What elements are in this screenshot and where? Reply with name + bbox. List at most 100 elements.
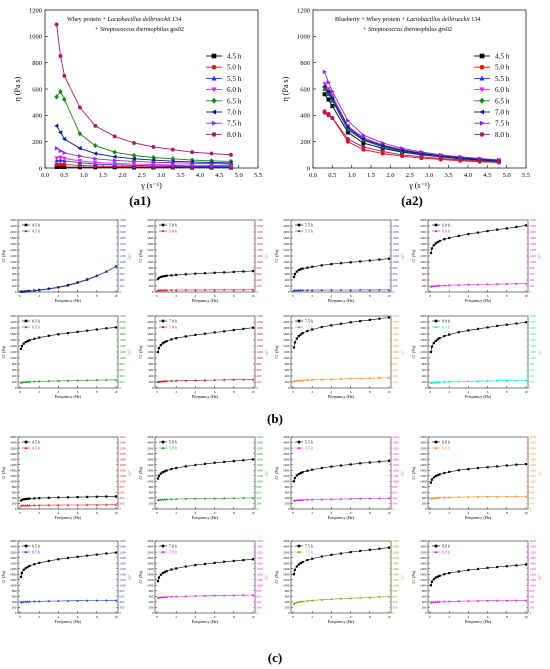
- y-tick-label: 600: [149, 595, 154, 599]
- legend-marker: [297, 446, 301, 450]
- annotation-span: Streptococcus thermophilus: [368, 26, 437, 33]
- g-prime-point: [223, 560, 226, 563]
- g-prime-point: [297, 335, 300, 338]
- data-point: [132, 159, 137, 164]
- y-tick-label: 2000: [420, 556, 427, 560]
- g-prime-point: [306, 329, 309, 333]
- g-prime-point: [429, 481, 433, 484]
- g-prime-point: [486, 326, 489, 329]
- y2-tick-label: 1600: [393, 463, 400, 467]
- x-tick-label: 5.0: [235, 172, 243, 179]
- data-point: [322, 69, 328, 75]
- y2-tick-label: 1800: [393, 236, 400, 240]
- data-point: [92, 151, 98, 156]
- g-double-prime-point: [170, 497, 173, 501]
- y-tick-label: 600: [285, 368, 290, 372]
- legend-marker: [24, 544, 28, 548]
- y2-tick-label: 1800: [120, 332, 127, 336]
- x-tick-label: 2: [175, 615, 177, 619]
- g-double-prime-point: [447, 600, 451, 603]
- x-tick-label: 4: [331, 294, 333, 298]
- g-prime-point: [165, 340, 168, 343]
- g-prime-point: [157, 347, 161, 350]
- g-double-prime-point: [432, 600, 436, 603]
- y2-tick-label: 2200: [530, 550, 537, 554]
- y-axis-label: G′ (Pa): [1, 345, 6, 358]
- y-tick-label: 400: [12, 600, 17, 604]
- y-tick-label: 800: [285, 266, 290, 270]
- legend-label: 4.5 h: [32, 439, 40, 444]
- y-tick-label: 1800: [420, 236, 427, 240]
- y2-tick-label: 200: [393, 606, 398, 610]
- g-prime-line: [20, 266, 117, 293]
- x-tick-label: 3.5: [176, 172, 184, 179]
- x-tick-label: 2: [448, 294, 450, 298]
- x-tick-label: 2.5: [138, 172, 146, 179]
- y-tick-label: 400: [12, 278, 17, 282]
- g-prime-point: [292, 573, 296, 576]
- g-double-prime-point: [66, 599, 70, 602]
- g-prime-point: [457, 331, 460, 334]
- y2-tick-label: 1800: [257, 561, 264, 565]
- g-double-prime-point: [301, 600, 304, 603]
- legend-label: 7.0 h: [227, 109, 242, 117]
- y2-tick-label: 1200: [120, 578, 127, 582]
- g-double-prime-point: [20, 600, 24, 603]
- y2-tick-label: 1000: [393, 356, 400, 360]
- g-double-prime-point: [438, 380, 441, 384]
- x-tick-label: 6: [487, 511, 489, 515]
- g-double-prime-point: [299, 498, 302, 501]
- x-tick-label: 2: [175, 511, 177, 515]
- g-prime-point: [47, 559, 50, 563]
- g-double-prime-point: [447, 496, 451, 499]
- legend-label: 7.5 h: [305, 324, 313, 329]
- y-tick-label: 1400: [283, 248, 290, 252]
- data-point: [58, 130, 63, 135]
- x-axis-label: Frequency (Hz): [192, 619, 219, 624]
- g-prime-point: [203, 332, 207, 335]
- g-double-prime-line: [20, 600, 117, 603]
- annotation-span: grs02: [169, 26, 184, 33]
- y-tick-label: 1600: [420, 463, 427, 467]
- g-prime-point: [28, 564, 31, 568]
- y-tick-label: 1000: [283, 480, 290, 484]
- data-point: [54, 156, 59, 161]
- g-double-prime-point: [174, 595, 178, 598]
- plot-frame: [17, 436, 119, 510]
- data-point: [54, 123, 59, 129]
- y2-tick-label: 2600: [393, 435, 400, 439]
- x-tick-label: 0: [19, 511, 21, 515]
- g-prime-point: [165, 570, 168, 573]
- x-tick-label: 8: [369, 390, 371, 394]
- g-double-prime-point: [105, 378, 108, 381]
- g-double-prime-point: [85, 378, 89, 382]
- y2-tick-label: 1800: [530, 561, 537, 565]
- g-prime-point: [301, 332, 304, 335]
- y2-tick-label: 1000: [120, 260, 127, 264]
- data-point: [112, 134, 117, 139]
- data-point: [458, 154, 463, 160]
- y-tick-label: 1600: [147, 242, 154, 246]
- x-tick-label: 6: [487, 390, 489, 394]
- g-prime-point: [443, 573, 446, 576]
- g-double-prime-point: [358, 596, 362, 599]
- g-prime-point: [368, 548, 371, 551]
- y2-tick-label: 0: [257, 611, 259, 615]
- data-point: [361, 145, 366, 149]
- g-double-prime-point: [85, 278, 89, 281]
- data-point: [54, 164, 59, 169]
- data-point: [78, 153, 83, 159]
- legend-marker: [434, 223, 438, 227]
- g-prime-point: [203, 272, 207, 275]
- y-axis-label: G′ (Pa): [274, 570, 279, 583]
- series-line: [324, 112, 499, 163]
- g-double-prime-point: [447, 380, 451, 383]
- g-prime-point: [486, 466, 489, 469]
- y2-tick-label: 1600: [393, 567, 400, 571]
- y-tick-label: 1000: [10, 584, 17, 588]
- x-axis-label: Frequency (Hz): [192, 394, 219, 399]
- series-line: [324, 86, 499, 161]
- g-double-prime-point: [28, 600, 31, 603]
